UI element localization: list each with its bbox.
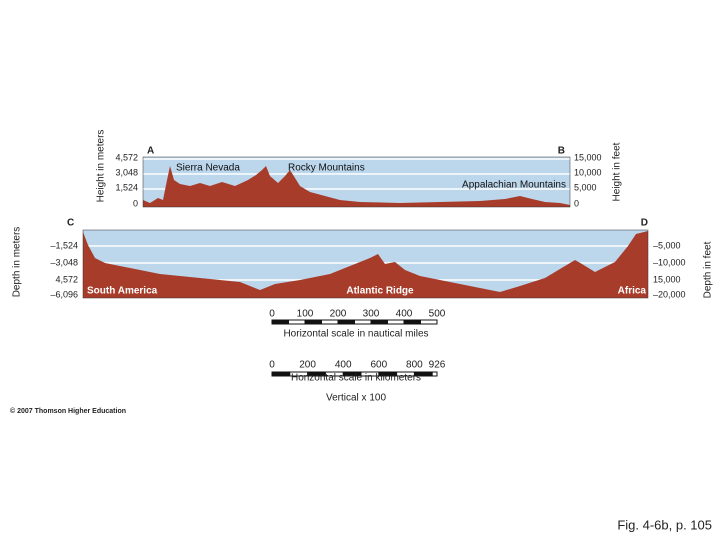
scale-tick-label: 100 <box>297 309 314 320</box>
bottom-frame <box>82 229 649 299</box>
tick-label: –6,096 <box>50 289 78 299</box>
scale-tick-label: 926 <box>429 360 446 371</box>
scale-ticks: 0 200 400 600 800 926 <box>269 360 446 371</box>
axis-label: Height in meters <box>96 130 107 203</box>
tick-label: 0 <box>133 198 138 208</box>
scale-bar <box>271 319 438 325</box>
top-terrain <box>143 166 570 207</box>
scale-tick-label: 400 <box>396 309 413 320</box>
scale-tick-label: 300 <box>363 309 380 320</box>
vertical-scale: Vertical x 100 <box>326 393 386 404</box>
tick-label: 1,524 <box>115 182 138 192</box>
scale-bar <box>271 371 438 377</box>
feature-label: Rocky Mountains <box>288 163 365 174</box>
tick-label: 10,000 <box>574 167 602 177</box>
point-label: A <box>147 146 154 157</box>
scale-caption: Horizontal scale in nautical miles <box>283 329 428 340</box>
axis-label: Depth in meters <box>12 227 23 298</box>
tick-label: –5,000 <box>653 240 681 250</box>
scale-ticks: 0 100 200 300 400 500 <box>269 309 446 320</box>
tick-label: 3,048 <box>115 167 138 177</box>
tick-label: –3,048 <box>50 257 78 267</box>
feature-label: Appalachian Mountains <box>462 180 566 191</box>
feature-label: Atlantic Ridge <box>346 286 414 297</box>
scale-tick-label: 400 <box>335 360 352 371</box>
tick-label: –1,524 <box>50 240 78 250</box>
axis-label: Depth in feet <box>703 241 714 298</box>
scale-tick-label: 200 <box>299 360 316 371</box>
tick-label: –20,000 <box>653 289 686 299</box>
top-frame <box>142 156 571 208</box>
point-label: C <box>67 218 74 229</box>
figure-ref: Fig. 4-6b, p. 105 <box>617 517 712 532</box>
tick-label: 15,000 <box>574 152 602 162</box>
scale-tick-label: 0 <box>269 309 275 320</box>
scale-caption: Horizontal scale in kilometers <box>291 373 421 384</box>
tick-label: 15,000 <box>653 274 681 284</box>
feature-label: Sierra Nevada <box>176 163 240 174</box>
scale-tick-label: 800 <box>406 360 423 371</box>
feature-label: South America <box>87 286 158 297</box>
tick-label: 0 <box>574 198 579 208</box>
tick-label: 5,000 <box>574 182 597 192</box>
tick-label: 4,572 <box>55 274 78 284</box>
point-label: B <box>558 146 565 157</box>
scale-tick-label: 500 <box>429 309 446 320</box>
bottom-terrain <box>83 231 648 298</box>
scale-tick-label: 200 <box>330 309 347 320</box>
axis-label: Height in feet <box>612 142 623 201</box>
point-label: D <box>641 218 648 229</box>
feature-label: Africa <box>618 286 647 297</box>
tick-label: –10,000 <box>653 257 686 267</box>
tick-label: 4,572 <box>115 152 138 162</box>
credit: © 2007 Thomson Higher Education <box>10 407 126 415</box>
scale-tick-label: 600 <box>370 360 387 371</box>
scale-tick-label: 0 <box>269 360 275 371</box>
